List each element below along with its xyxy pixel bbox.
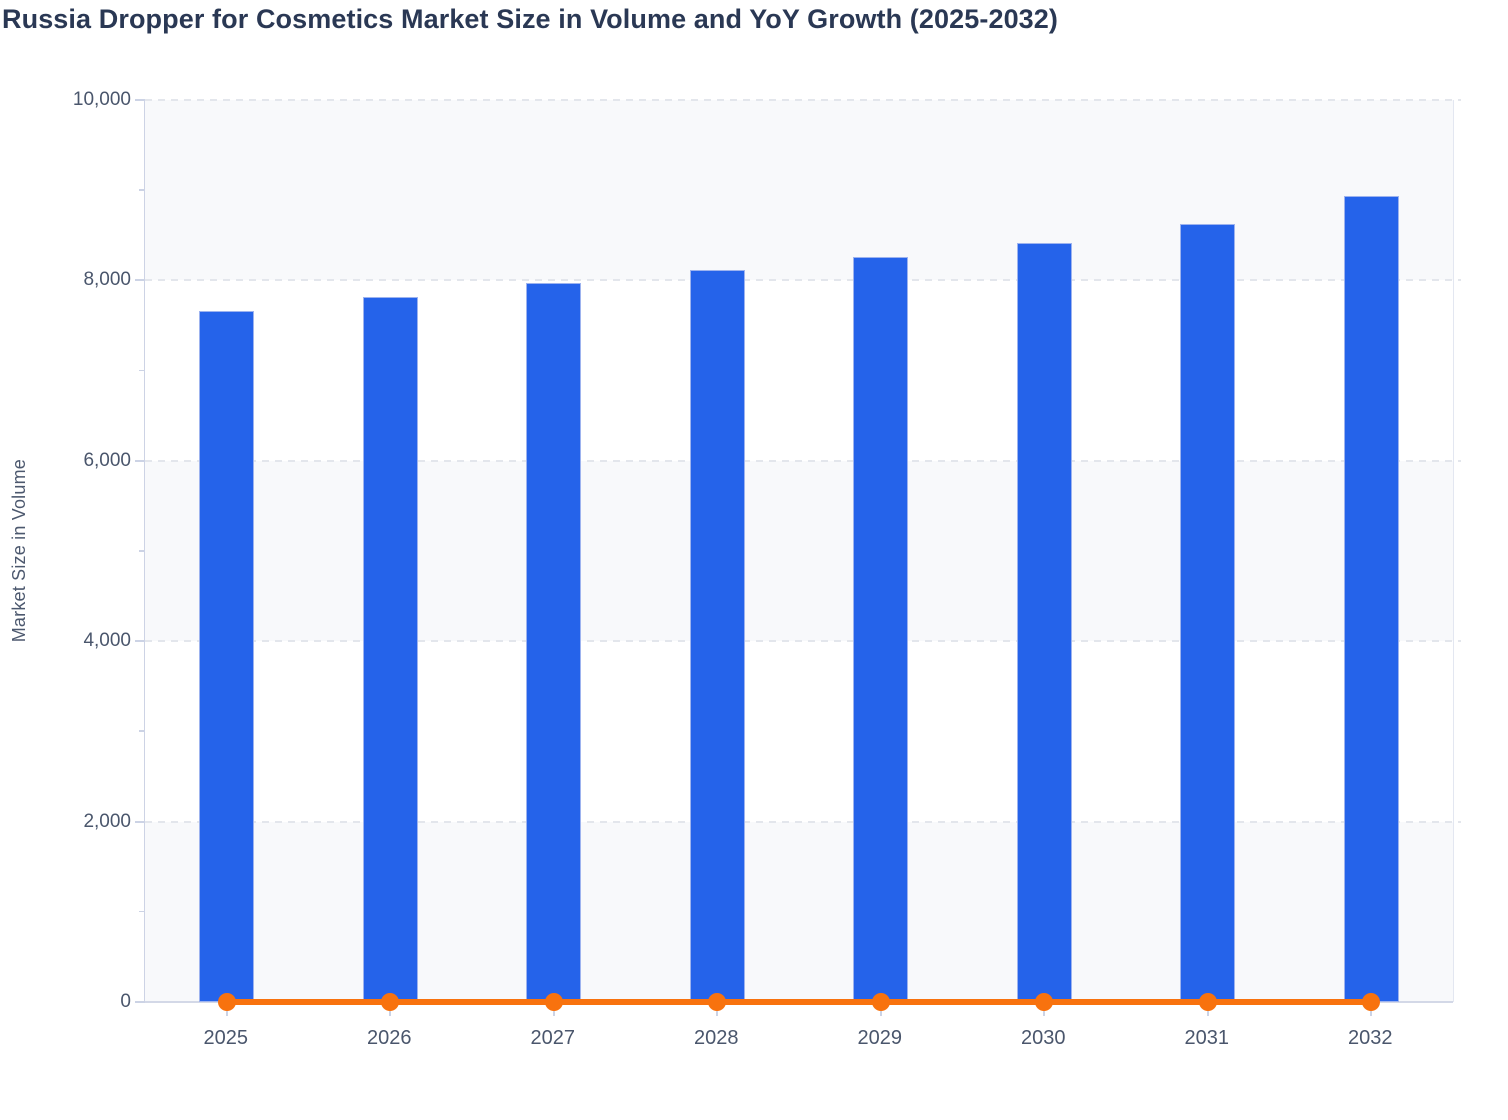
x-tick-label: 2025 [203, 1027, 249, 1049]
plot-band [145, 641, 1453, 822]
yoy-marker-2032[interactable] [1362, 993, 1381, 1011]
gridline [145, 820, 1461, 823]
yoy-marker-2026[interactable] [381, 993, 400, 1011]
plot-area [135, 99, 1461, 1016]
x-tick-label: 2030 [1021, 1027, 1066, 1049]
bar-2028[interactable] [689, 269, 745, 1002]
yoy-growth-line [226, 999, 1372, 1005]
bar-2031[interactable] [1180, 224, 1236, 1002]
y-tick-label: 10,000 [72, 89, 131, 110]
x-tick-label: 2027 [530, 1027, 576, 1049]
y-axis-minor-tick [139, 910, 145, 913]
plot-band [145, 100, 1453, 281]
y-axis-tick [135, 459, 145, 462]
yoy-marker-2027[interactable] [544, 993, 563, 1011]
gridline [145, 279, 1461, 282]
y-tick-label: 4,000 [83, 630, 131, 652]
bar-2030[interactable] [1016, 243, 1072, 1002]
yoy-marker-2029[interactable] [871, 993, 890, 1011]
x-tick-label: 2032 [1348, 1027, 1393, 1049]
x-tick-label: 2031 [1184, 1027, 1230, 1049]
yoy-marker-2028[interactable] [708, 993, 727, 1011]
y-axis-minor-tick [139, 369, 145, 372]
x-tick-label: 2028 [694, 1027, 739, 1049]
x-tick-label: 2029 [857, 1027, 903, 1049]
y-axis-tick [135, 820, 145, 823]
yoy-marker-2031[interactable] [1198, 993, 1217, 1011]
y-axis-tick [135, 99, 145, 101]
y-axis-minor-tick [139, 550, 145, 552]
x-tick-label: 2026 [367, 1027, 412, 1049]
bar-2027[interactable] [526, 283, 582, 1002]
bar-2032[interactable] [1343, 195, 1399, 1002]
y-tick-label: 6,000 [83, 449, 131, 471]
y-axis-tick [135, 640, 145, 643]
chart-title: Russia Dropper for Cosmetics Market Size… [2, 4, 1059, 34]
y-axis-tick [135, 1001, 145, 1003]
bar-2025[interactable] [199, 311, 255, 1002]
gridline [145, 459, 1461, 462]
y-axis-minor-tick [139, 189, 145, 191]
y-axis-tick [135, 279, 145, 282]
yoy-marker-2025[interactable] [217, 993, 236, 1011]
plot-band [145, 460, 1453, 642]
plot-band [145, 821, 1453, 1002]
yoy-marker-2030[interactable] [1035, 993, 1054, 1011]
gridline [145, 640, 1461, 643]
y-tick-label: 2,000 [83, 810, 131, 832]
plot-band [145, 280, 1453, 461]
bar-2029[interactable] [853, 256, 909, 1002]
y-axis-minor-tick [139, 730, 145, 732]
y-tick-label: 8,000 [83, 269, 131, 291]
y-axis-labels: 0 2,000 4,000 6,000 8,000 10,000 [0, 89, 131, 1012]
gridline [145, 99, 1461, 101]
y-tick-label: 0 [120, 991, 131, 1012]
bar-2026[interactable] [362, 297, 418, 1002]
